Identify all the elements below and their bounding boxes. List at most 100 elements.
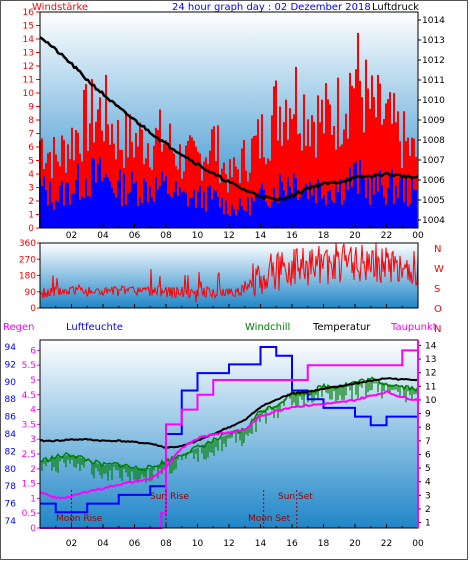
rain-line xyxy=(40,349,418,529)
wind-y-tick-label: 0 xyxy=(28,224,34,234)
temperature-y-tick-label: 14 xyxy=(425,341,437,351)
humidity-y-tick-label: 88 xyxy=(5,395,17,405)
temperature-y-tick-label: 5 xyxy=(425,464,431,474)
climate-x-tick-label: 10 xyxy=(192,539,204,549)
pressure-y-tick-label: 1012 xyxy=(422,56,445,66)
climate-x-tick-label: 00 xyxy=(412,539,424,549)
humidity-y-tick-label: 86 xyxy=(5,413,17,423)
wind-direction-line xyxy=(39,242,419,303)
wind-title: Windstärke xyxy=(32,2,88,13)
rain-y-tick-label: 2 xyxy=(30,465,36,475)
climate-x-tick-label: 14 xyxy=(255,539,267,549)
rain-y-tick-label: 3 xyxy=(30,435,36,445)
wind-x-tick-label: 10 xyxy=(192,231,204,241)
pressure-line xyxy=(39,36,419,202)
wind-x-tick-label: 14 xyxy=(255,231,267,241)
humidity-y-tick-label: 74 xyxy=(5,517,17,527)
wind-y-tick-label: 16 xyxy=(23,8,35,18)
wind-y-tick-label: 5 xyxy=(28,157,34,167)
rain-y-tick-label: 2.5 xyxy=(22,450,36,460)
pressure-y-tick-label: 1010 xyxy=(422,96,445,106)
wind-y-tick-label: 7 xyxy=(28,130,34,140)
pressure-y-tick-label: 1011 xyxy=(422,76,445,86)
wind-y-tick-label: 10 xyxy=(23,89,35,99)
direction-y-tick-label: 0 xyxy=(30,304,36,314)
windchill-title: Windchill xyxy=(245,322,290,333)
humidity-y-tick-label: 94 xyxy=(5,343,17,353)
climate-x-tick-label: 20 xyxy=(349,539,361,549)
wind-y-tick-label: 12 xyxy=(23,62,34,72)
temperature-line xyxy=(39,377,419,449)
temperature-y-tick-label: 12 xyxy=(425,369,436,379)
humidity-y-tick-label: 92 xyxy=(5,360,16,370)
humidity-y-tick-label: 80 xyxy=(5,465,17,475)
direction-letter-s: S xyxy=(434,284,440,295)
wind-y-tick-label: 3 xyxy=(28,184,34,194)
climate-x-tick-label: 02 xyxy=(66,539,77,549)
climate-x-tick-label: 12 xyxy=(223,539,234,549)
wind-y-tick-label: 6 xyxy=(28,143,34,153)
pressure-y-tick-label: 1005 xyxy=(422,196,445,206)
wind-y-tick-label: 4 xyxy=(28,170,34,180)
wind-x-tick-label: 02 xyxy=(66,231,77,241)
direction-letter-w: W xyxy=(434,264,444,275)
wind-y-tick-label: 2 xyxy=(28,197,34,207)
climate-x-tick-label: 16 xyxy=(286,539,298,549)
wind-x-tick-label: 22 xyxy=(381,231,392,241)
wind-y-tick-label: 9 xyxy=(28,103,34,113)
dewpoint-line xyxy=(39,390,419,500)
pressure-y-tick-label: 1008 xyxy=(422,136,445,146)
direction-y-tick-label: 270 xyxy=(19,255,36,265)
wind-x-tick-label: 16 xyxy=(286,231,298,241)
wind-y-tick-label: 1 xyxy=(28,211,34,221)
rain-y-tick-label: 3.5 xyxy=(22,420,36,430)
pressure-y-tick-label: 1014 xyxy=(422,16,445,26)
wind-x-tick-label: 06 xyxy=(129,231,141,241)
humidity-y-tick-label: 76 xyxy=(5,500,17,510)
wind-x-tick-label: 00 xyxy=(412,231,424,241)
pressure-y-tick-label: 1004 xyxy=(422,216,445,226)
rain-y-tick-label: 0.5 xyxy=(22,509,36,519)
temperature-y-tick-label: 3 xyxy=(425,491,431,501)
direction-letter-n-top: N xyxy=(434,244,441,255)
sun-set-label: Sun Set xyxy=(278,492,313,502)
sun-rise-label: Sun Rise xyxy=(150,492,189,502)
rain-title: Regen xyxy=(3,322,35,333)
temperature-y-tick-label: 10 xyxy=(425,396,437,406)
climate-x-tick-label: 08 xyxy=(160,539,172,549)
wind-y-tick-label: 15 xyxy=(23,22,34,32)
wind-y-tick-label: 8 xyxy=(28,116,34,126)
humidity-title: Luftfeuchte xyxy=(66,322,123,333)
wind-x-tick-label: 20 xyxy=(349,231,361,241)
temperature-y-tick-label: 6 xyxy=(425,450,431,460)
wind-x-tick-label: 04 xyxy=(97,231,109,241)
direction-chart: 0 90 180 270 360 xyxy=(19,239,419,314)
humidity-line xyxy=(40,346,419,514)
wind-y-tick-label: 14 xyxy=(23,35,35,45)
temperature-y-tick-label: 8 xyxy=(425,423,431,433)
temperature-y-tick-label: 4 xyxy=(425,478,431,488)
climate-chart: 747678808284868890929400.511.522.533.544… xyxy=(5,341,437,534)
rain-y-tick-label: 6 xyxy=(30,346,36,356)
pressure-y-tick-label: 1013 xyxy=(422,36,445,46)
dewpoint-title: Taupunkt xyxy=(390,322,437,333)
rain-y-tick-label: 5 xyxy=(30,376,36,386)
temperature-title: Temperatur xyxy=(312,322,371,333)
wind-y-tick-label: 13 xyxy=(23,49,34,59)
temperature-y-tick-label: 1 xyxy=(425,519,431,529)
humidity-y-tick-label: 90 xyxy=(5,378,17,388)
pressure-y-tick-label: 1007 xyxy=(422,156,445,166)
moon-set-label: Moon Set xyxy=(248,514,291,524)
direction-y-tick-label: 180 xyxy=(19,272,36,282)
climate-x-tick-label: 04 xyxy=(97,539,109,549)
pressure-y-tick-label: 1009 xyxy=(422,116,445,126)
direction-letter-o: O xyxy=(434,304,442,315)
temperature-y-tick-label: 2 xyxy=(425,505,431,515)
temperature-y-tick-label: 11 xyxy=(425,382,436,392)
humidity-y-tick-label: 78 xyxy=(5,482,17,492)
wind-y-tick-label: 11 xyxy=(23,76,34,86)
rain-y-tick-label: 1.5 xyxy=(22,480,36,490)
